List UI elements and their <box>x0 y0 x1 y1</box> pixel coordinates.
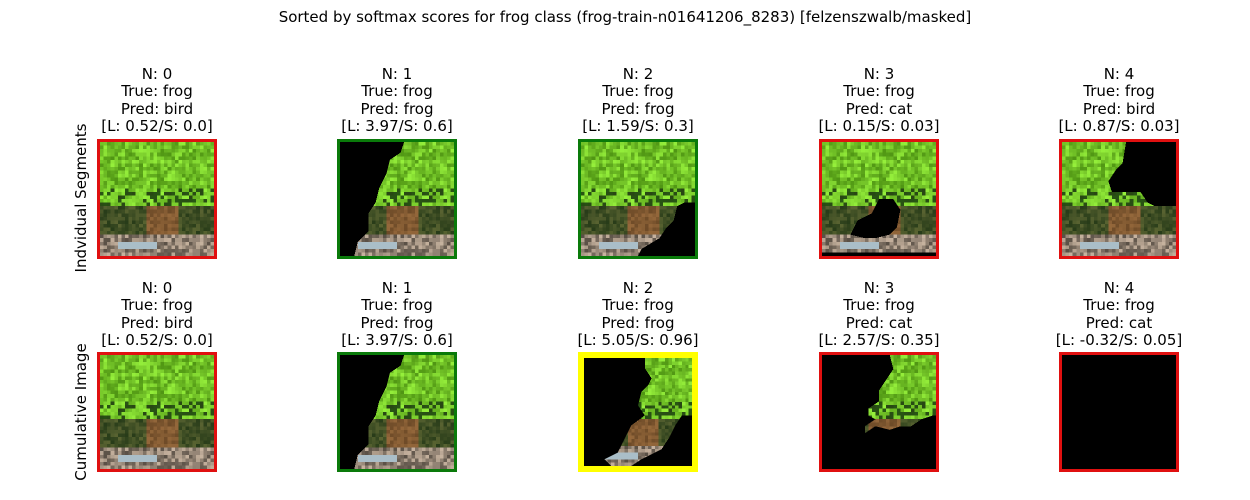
segment-image <box>97 139 217 259</box>
panel-row1-col3: N: 3 True: frog Pred: cat [L: 2.57/S: 0.35] <box>789 279 969 349</box>
panel-index-label: N: 3 <box>863 279 895 297</box>
segment-image <box>819 352 939 472</box>
logit-softmax-label: [L: -0.32/S: 0.05] <box>1055 330 1183 349</box>
row-label-cumulative-image: Cumulative Image <box>72 343 90 481</box>
panel-index-label: N: 3 <box>863 65 895 83</box>
predicted-class-label: Pred: bird <box>120 313 194 332</box>
panel-title: N: 0 True: frog Pred: bird [L: 0.52/S: 0.0] <box>67 279 247 349</box>
panel-title: N: 0 True: frog Pred: bird [L: 0.52/S: 0.0] <box>67 65 247 135</box>
predicted-class-label: Pred: frog <box>601 99 675 118</box>
panel-index-label: N: 0 <box>141 65 173 83</box>
panel-index-label: N: 0 <box>141 279 173 297</box>
true-class-label: True: frog <box>602 82 674 101</box>
segment-image <box>337 139 457 259</box>
predicted-class-label: Pred: bird <box>120 99 194 118</box>
panel-index-label: N: 4 <box>1103 279 1135 297</box>
panel-row0-col3: N: 3 True: frog Pred: cat [L: 0.15/S: 0.03] <box>789 65 969 135</box>
segment-image <box>1059 352 1179 472</box>
true-class-label: True: frog <box>602 296 674 315</box>
panel-index-label: N: 2 <box>622 279 654 297</box>
logit-softmax-label: [L: 0.87/S: 0.03] <box>1058 116 1180 135</box>
panel-title: N: 4 True: frog Pred: cat [L: -0.32/S: 0.05… <box>1029 279 1209 349</box>
panel-row1-col2: N: 2 True: frog Pred: frog [L: 5.05/S: 0.96… <box>548 279 728 349</box>
logit-softmax-label: [L: 1.59/S: 0.3] <box>582 116 694 135</box>
true-class-label: True: frog <box>361 82 433 101</box>
true-class-label: True: frog <box>843 296 915 315</box>
true-class-label: True: frog <box>1083 296 1155 315</box>
logit-softmax-label: [L: 3.97/S: 0.6] <box>341 116 453 135</box>
segment-image <box>97 352 217 472</box>
true-class-label: True: frog <box>121 82 193 101</box>
logit-softmax-label: [L: 5.05/S: 0.96] <box>577 330 699 349</box>
segment-image <box>578 139 698 259</box>
panel-title: N: 1 True: frog Pred: frog [L: 3.97/S: 0.6] <box>307 65 487 135</box>
panel-row0-col4: N: 4 True: frog Pred: bird [L: 0.87/S: 0.03… <box>1029 65 1209 135</box>
logit-softmax-label: [L: 3.97/S: 0.6] <box>341 330 453 349</box>
panel-title: N: 2 True: frog Pred: frog [L: 1.59/S: 0.3] <box>548 65 728 135</box>
true-class-label: True: frog <box>121 296 193 315</box>
panel-row0-col0: N: 0 True: frog Pred: bird [L: 0.52/S: 0.0] <box>67 65 247 135</box>
logit-softmax-label: [L: 0.15/S: 0.03] <box>818 116 940 135</box>
segment-image <box>337 352 457 472</box>
row-label-individual-segments: Indvidual Segments <box>72 123 90 273</box>
logit-softmax-label: [L: 0.52/S: 0.0] <box>101 330 213 349</box>
segment-image <box>578 352 698 472</box>
panel-title: N: 1 True: frog Pred: frog [L: 3.97/S: 0.6] <box>307 279 487 349</box>
panel-index-label: N: 4 <box>1103 65 1135 83</box>
panel-row1-col1: N: 1 True: frog Pred: frog [L: 3.97/S: 0.6] <box>307 279 487 349</box>
panel-row0-col1: N: 1 True: frog Pred: frog [L: 3.97/S: 0.6] <box>307 65 487 135</box>
predicted-class-label: Pred: cat <box>845 313 913 332</box>
panel-index-label: N: 1 <box>381 279 413 297</box>
true-class-label: True: frog <box>1083 82 1155 101</box>
logit-softmax-label: [L: 2.57/S: 0.35] <box>818 330 940 349</box>
predicted-class-label: Pred: frog <box>360 99 434 118</box>
true-class-label: True: frog <box>843 82 915 101</box>
panel-title: N: 3 True: frog Pred: cat [L: 2.57/S: 0.35] <box>789 279 969 349</box>
panel-index-label: N: 1 <box>381 65 413 83</box>
segment-image <box>1059 139 1179 259</box>
panel-row1-col4: N: 4 True: frog Pred: cat [L: -0.32/S: 0.05… <box>1029 279 1209 349</box>
panel-title: N: 4 True: frog Pred: bird [L: 0.87/S: 0.03… <box>1029 65 1209 135</box>
segment-image <box>819 139 939 259</box>
panel-index-label: N: 2 <box>622 65 654 83</box>
logit-softmax-label: [L: 0.52/S: 0.0] <box>101 116 213 135</box>
predicted-class-label: Pred: frog <box>601 313 675 332</box>
panel-row1-col0: N: 0 True: frog Pred: bird [L: 0.52/S: 0.0] <box>67 279 247 349</box>
figure-title: Sorted by softmax scores for frog class … <box>278 8 972 26</box>
panel-title: N: 2 True: frog Pred: frog [L: 5.05/S: 0.96… <box>548 279 728 349</box>
predicted-class-label: Pred: cat <box>1085 313 1153 332</box>
predicted-class-label: Pred: frog <box>360 313 434 332</box>
true-class-label: True: frog <box>361 296 433 315</box>
predicted-class-label: Pred: cat <box>845 99 913 118</box>
predicted-class-label: Pred: bird <box>1082 99 1156 118</box>
panel-row0-col2: N: 2 True: frog Pred: frog [L: 1.59/S: 0.3] <box>548 65 728 135</box>
panel-title: N: 3 True: frog Pred: cat [L: 0.15/S: 0.03] <box>789 65 969 135</box>
